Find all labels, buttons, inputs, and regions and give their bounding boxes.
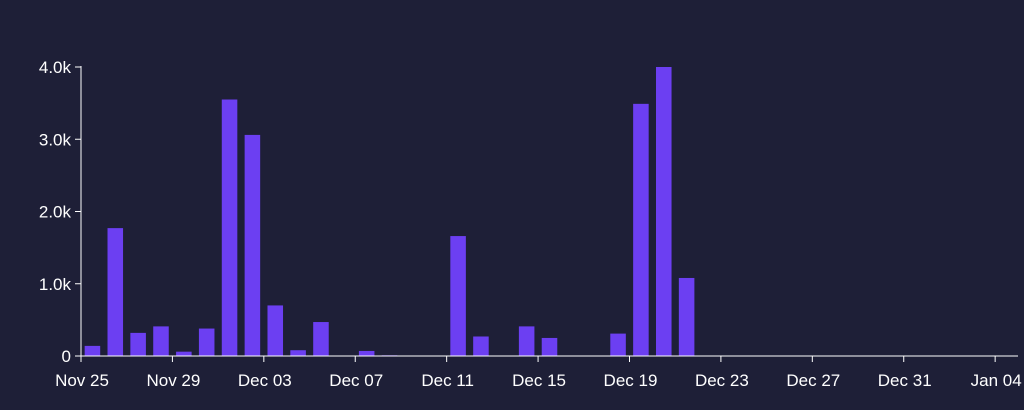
bar-2023-12-21	[678, 277, 695, 356]
x-tick-label: Dec 07	[329, 371, 383, 390]
y-tick-label: 4.0k	[39, 58, 72, 77]
bar-2023-12-03	[267, 305, 284, 356]
bar-2023-11-26	[107, 228, 124, 356]
bar-2023-12-18	[610, 333, 626, 356]
bars-group	[84, 67, 695, 356]
bar-2023-12-07	[358, 350, 375, 356]
x-tick-label: Nov 29	[146, 371, 200, 390]
bar-2023-12-11	[450, 236, 466, 356]
y-tick-label: 1.0k	[39, 275, 72, 294]
bar-2023-11-25	[84, 345, 101, 356]
bar-2023-12-12	[473, 336, 489, 356]
bar-2023-11-30	[198, 328, 215, 356]
bar-2023-12-20	[656, 67, 672, 356]
x-tick-label: Dec 23	[695, 371, 749, 390]
y-tick-label: 3.0k	[39, 130, 72, 149]
y-axis: 0 1.0k 2.0k 3.0k 4.0k	[39, 58, 82, 366]
bar-2023-11-29	[176, 351, 192, 356]
bar-2023-11-28	[153, 326, 169, 356]
x-tick-label: Dec 03	[238, 371, 292, 390]
bar-2023-12-05	[313, 322, 329, 356]
bar-2023-12-01	[221, 99, 238, 356]
x-axis: Nov 25 Nov 29 Dec 03 Dec 07 Dec 11 Dec 15 Dec …	[55, 355, 1022, 390]
x-tick-label: Dec 19	[604, 371, 658, 390]
x-tick-label: Dec 11	[421, 371, 474, 390]
x-tick-label: Nov 25	[55, 371, 109, 390]
bar-2023-12-14	[518, 326, 535, 356]
x-tick-label: Jan 04	[971, 371, 1022, 390]
y-tick-label: 0	[62, 347, 71, 366]
bar-2023-12-19	[633, 103, 649, 356]
y-tick-label: 2.0k	[39, 203, 72, 222]
bar-2023-12-04	[290, 350, 306, 356]
bar-2023-12-15	[541, 337, 558, 356]
x-tick-label: Dec 15	[512, 371, 566, 390]
bar-2023-12-02	[244, 134, 261, 356]
bar-2023-11-27	[130, 332, 146, 356]
x-tick-label: Dec 31	[878, 371, 932, 390]
x-tick-label: Dec 27	[786, 371, 840, 390]
